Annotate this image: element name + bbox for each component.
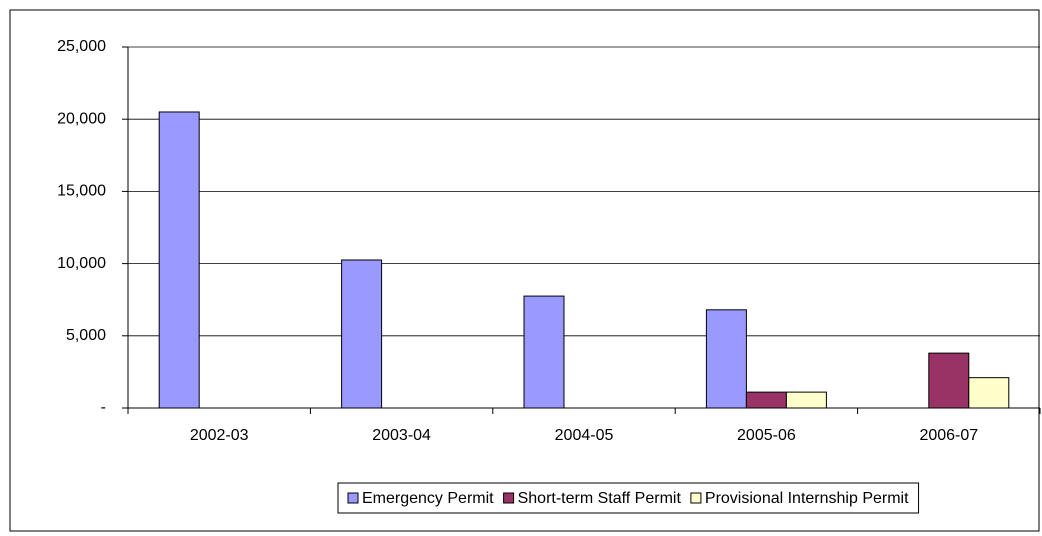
y-tick-label: 20,000: [57, 110, 106, 127]
y-tick-label: 5,000: [66, 327, 106, 344]
bar: [785, 391, 827, 409]
legend-swatch: [503, 492, 515, 504]
legend-swatch: [347, 492, 359, 504]
bar: [158, 111, 200, 409]
x-tick-label: 2005-06: [737, 427, 796, 444]
legend-box: [337, 482, 920, 514]
bar: [705, 309, 747, 409]
legend-label: Emergency Permit: [362, 490, 494, 507]
legend-label: Provisional Internship Permit: [705, 490, 909, 507]
bar: [928, 352, 970, 409]
x-tick-label: 2004-05: [555, 427, 614, 444]
bar: [745, 391, 787, 409]
y-tick-label: 15,000: [57, 183, 106, 200]
legend-swatch: [690, 492, 702, 504]
y-tick-label: -: [101, 399, 106, 416]
x-tick-label: 2006-07: [919, 427, 978, 444]
x-tick-label: 2002-03: [190, 427, 249, 444]
x-tick-label: 2003-04: [372, 427, 431, 444]
bar: [523, 295, 565, 409]
legend-label: Short-term Staff Permit: [518, 490, 682, 507]
bar: [341, 259, 383, 409]
y-tick-label: 25,000: [57, 38, 106, 55]
y-tick-label: 10,000: [57, 255, 106, 272]
bar: [968, 377, 1010, 409]
